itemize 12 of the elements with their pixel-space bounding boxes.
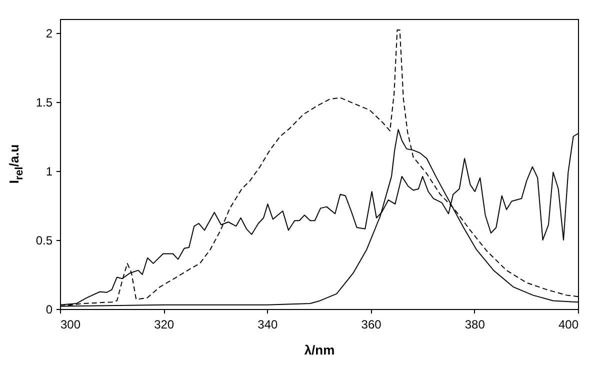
y-tick-label: 2 bbox=[46, 26, 53, 40]
y-tick-label: 0 bbox=[46, 302, 53, 316]
y-tick-label: 1.5 bbox=[36, 95, 53, 110]
x-tick-label: 300 bbox=[60, 318, 81, 332]
y-tick-label: 1 bbox=[46, 164, 53, 178]
x-tick-label: 380 bbox=[464, 318, 486, 332]
x-tick-label: 400 bbox=[558, 318, 579, 332]
x-tick-label: 360 bbox=[361, 318, 382, 332]
x-tick-label: 320 bbox=[154, 318, 174, 332]
y-tick-label: 0.5 bbox=[36, 233, 53, 248]
x-axis-title: λ/nm bbox=[304, 342, 335, 358]
x-tick-label: 340 bbox=[258, 318, 278, 332]
